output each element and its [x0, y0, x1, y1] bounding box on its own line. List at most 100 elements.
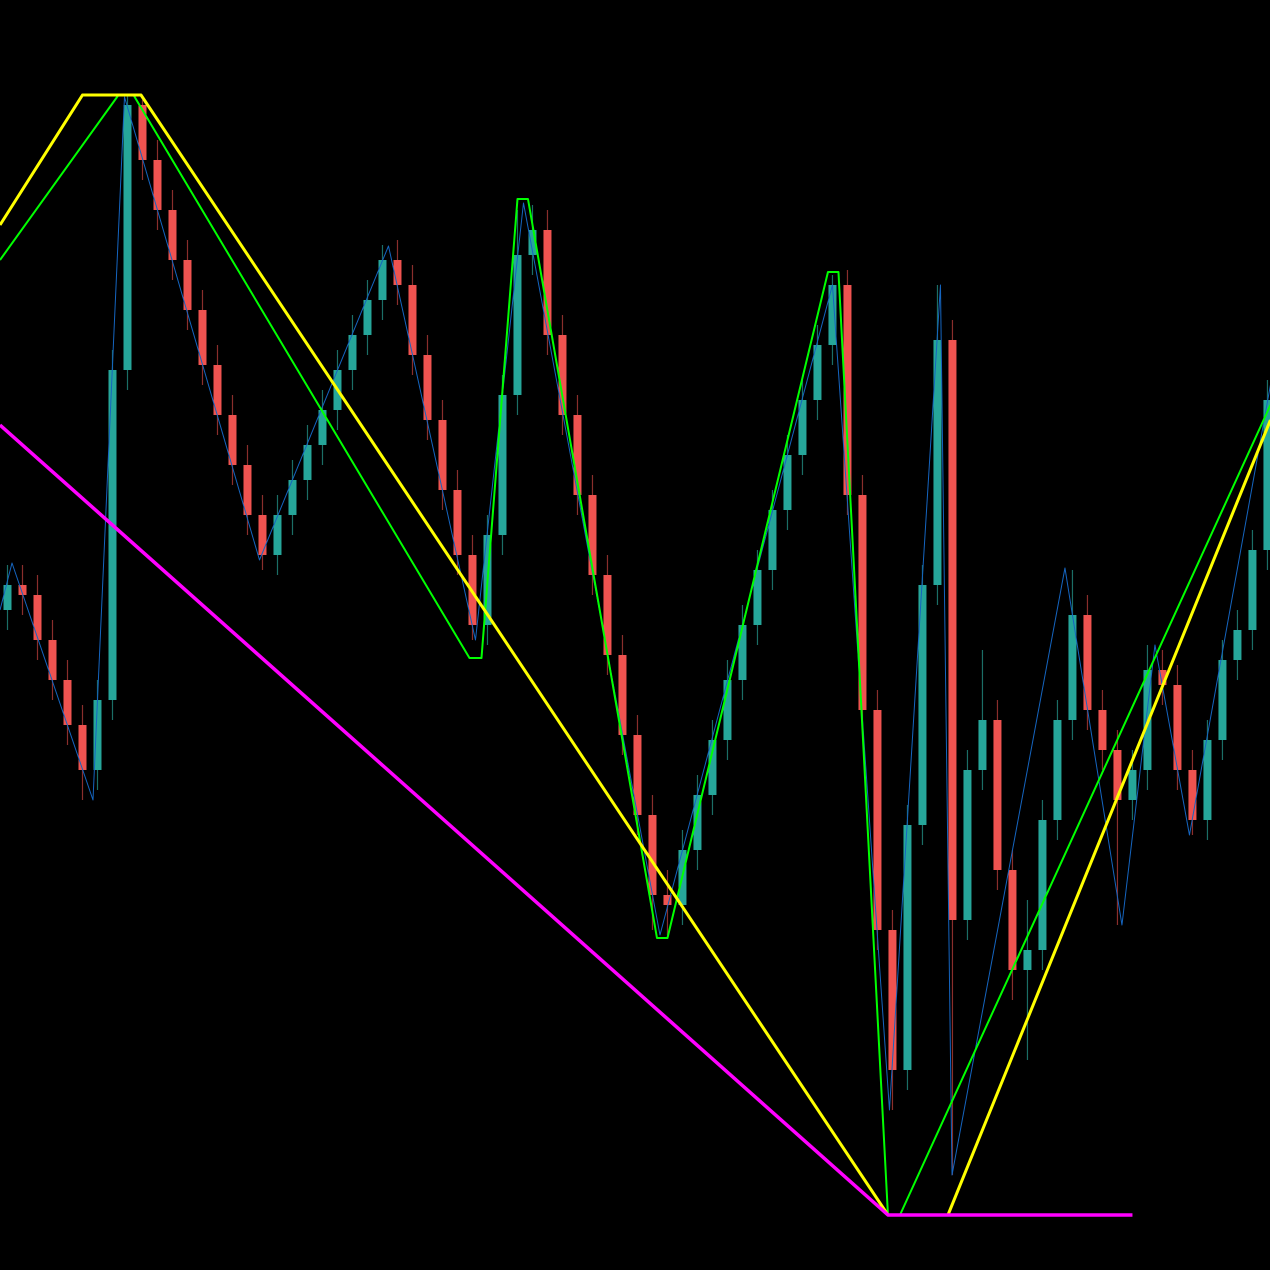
candle-body	[768, 510, 777, 570]
candle	[528, 205, 537, 275]
candle	[318, 390, 327, 465]
candle	[858, 475, 867, 730]
candle-body	[1203, 740, 1212, 820]
candle	[1203, 720, 1212, 840]
candle	[438, 400, 447, 510]
candle-body	[603, 575, 612, 655]
candle	[978, 650, 987, 790]
candle-body	[138, 105, 147, 160]
candle	[1113, 730, 1122, 925]
candle	[168, 190, 177, 280]
candle-body	[843, 285, 852, 495]
candle-body	[303, 445, 312, 480]
candle-body	[63, 680, 72, 725]
candle-body	[1158, 670, 1167, 685]
candle	[273, 495, 282, 575]
candle-body	[783, 455, 792, 510]
candle-body	[243, 465, 252, 515]
candle-body	[288, 480, 297, 515]
candle	[378, 245, 387, 320]
candle-body	[558, 335, 567, 415]
candle	[843, 270, 852, 515]
candle-body	[453, 490, 462, 555]
candle	[873, 690, 882, 950]
candle-body	[918, 585, 927, 825]
candle	[1053, 700, 1062, 840]
candle-body	[363, 300, 372, 335]
candle-body	[153, 160, 162, 210]
candle-body	[993, 720, 1002, 870]
candle	[288, 460, 297, 535]
candle-body	[1233, 630, 1242, 660]
candle	[738, 605, 747, 700]
candle	[513, 210, 522, 415]
candle	[228, 395, 237, 485]
candle	[888, 910, 897, 1110]
candle-body	[108, 370, 117, 700]
candle-body	[1098, 710, 1107, 750]
candle-body	[1248, 550, 1257, 630]
candle-body	[423, 355, 432, 420]
candle-body	[813, 345, 822, 400]
candle	[123, 95, 132, 390]
candle	[1188, 750, 1197, 835]
candle	[723, 660, 732, 760]
candle	[903, 805, 912, 1090]
candle-body	[18, 585, 27, 595]
candle-body	[213, 365, 222, 415]
candle	[153, 140, 162, 230]
candle-body	[948, 340, 957, 920]
candle-body	[1008, 870, 1017, 970]
candle-body	[438, 420, 447, 490]
candle	[798, 380, 807, 475]
candle-body	[1188, 770, 1197, 820]
candle-body	[543, 230, 552, 335]
candle	[363, 280, 372, 355]
candle-body	[78, 725, 87, 770]
zigzag-line-green	[0, 94, 1270, 1216]
candle-body	[648, 815, 657, 895]
candle	[1038, 800, 1047, 970]
candle	[1098, 690, 1107, 770]
candle-body	[573, 415, 582, 495]
candle	[78, 705, 87, 800]
candle	[1068, 570, 1077, 740]
candle-body	[393, 260, 402, 285]
candle	[708, 720, 717, 815]
candle	[948, 320, 957, 1175]
candle-body	[588, 495, 597, 575]
candle-body	[738, 625, 747, 680]
candle-body	[1173, 685, 1182, 770]
candle	[303, 425, 312, 500]
candle-body	[1113, 750, 1122, 800]
candle-body	[873, 710, 882, 930]
candle	[33, 575, 42, 660]
candle	[1008, 850, 1017, 1000]
candle-body	[378, 260, 387, 300]
candle	[1248, 530, 1257, 650]
candle	[768, 490, 777, 590]
candle-body	[48, 640, 57, 680]
candle-body	[708, 740, 717, 795]
candle	[243, 445, 252, 535]
candle-body	[963, 770, 972, 920]
candle-body	[33, 595, 42, 640]
candle	[18, 565, 27, 615]
candle	[63, 660, 72, 745]
zigzag-line-yellow	[0, 93, 890, 1216]
candle-body	[528, 230, 537, 255]
candle-body	[498, 395, 507, 535]
candle	[498, 375, 507, 555]
candle	[213, 345, 222, 435]
candle	[183, 240, 192, 330]
candle-body	[1023, 950, 1032, 970]
candle	[693, 775, 702, 870]
zigzag-line-thin-blue	[0, 96, 1270, 1176]
candle-body	[888, 930, 897, 1070]
candle-body	[753, 570, 762, 625]
candle-body	[258, 515, 267, 555]
candle	[813, 325, 822, 420]
candle-body	[168, 210, 177, 260]
candle-body	[618, 655, 627, 735]
candle-body	[198, 310, 207, 365]
